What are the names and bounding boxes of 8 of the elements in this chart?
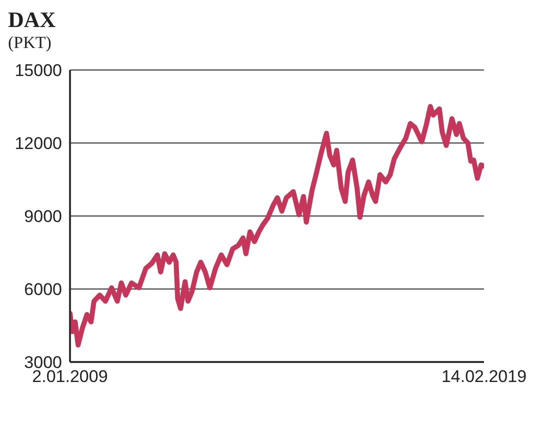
y-tick-label: 12000 [14, 134, 62, 154]
x-tick-label: 14.02.2019 [441, 367, 527, 386]
chart-subtitle: (PKT) [8, 32, 52, 54]
y-tick-label: 9000 [24, 207, 62, 226]
x-tick-label: 2.01.2009 [32, 367, 108, 386]
y-tick-label: 6000 [24, 280, 62, 300]
y-tick-label: 15000 [14, 61, 62, 80]
chart-title: DAX [8, 7, 57, 32]
